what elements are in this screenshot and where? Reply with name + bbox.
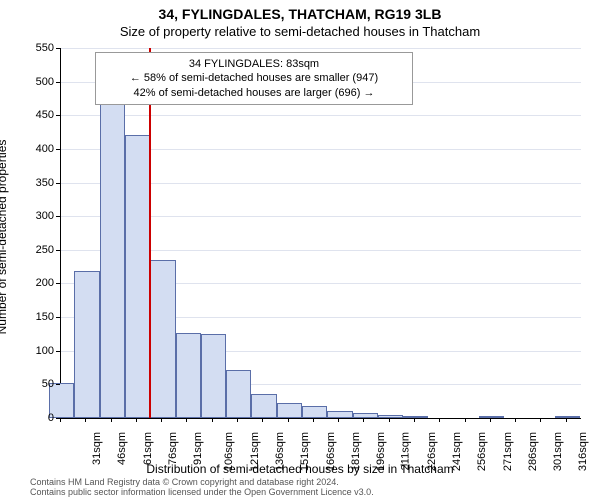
x-tick-label: 31sqm: [91, 432, 103, 465]
x-tick-mark: [338, 418, 339, 422]
histogram-bar: [176, 333, 201, 418]
x-tick-mark: [262, 418, 263, 422]
x-tick-mark: [389, 418, 390, 422]
x-tick-label: 46sqm: [116, 432, 128, 465]
x-tick-mark: [161, 418, 162, 422]
legend-line-larger: 42% of semi-detached houses are larger (…: [104, 86, 404, 100]
histogram-bar: [403, 416, 428, 418]
x-tick-mark: [60, 418, 61, 422]
y-tick-mark: [56, 82, 60, 83]
x-tick-mark: [414, 418, 415, 422]
y-tick-label: 0: [14, 412, 54, 424]
y-axis-label: Number of semi-detached properties: [0, 140, 9, 335]
histogram-bar: [555, 416, 580, 418]
y-tick-mark: [56, 283, 60, 284]
x-tick-mark: [85, 418, 86, 422]
x-tick-mark: [566, 418, 567, 422]
x-tick-mark: [212, 418, 213, 422]
y-tick-mark: [56, 351, 60, 352]
y-tick-mark: [56, 48, 60, 49]
gridline: [61, 115, 581, 116]
y-tick-label: 50: [14, 378, 54, 390]
histogram-bar: [150, 260, 175, 418]
x-tick-mark: [186, 418, 187, 422]
histogram-chart: 34, FYLINGDALES, THATCHAM, RG19 3LB Size…: [0, 0, 600, 500]
histogram-bar: [125, 135, 150, 418]
x-tick-mark: [111, 418, 112, 422]
x-tick-mark: [540, 418, 541, 422]
gridline: [61, 48, 581, 49]
y-tick-label: 200: [14, 277, 54, 289]
y-tick-mark: [56, 250, 60, 251]
y-tick-label: 500: [14, 76, 54, 88]
histogram-bar: [302, 406, 327, 418]
y-tick-label: 350: [14, 177, 54, 189]
chart-title-main: 34, FYLINGDALES, THATCHAM, RG19 3LB: [0, 6, 600, 22]
x-tick-label: 61sqm: [142, 432, 154, 465]
y-tick-label: 150: [14, 311, 54, 323]
y-tick-mark: [56, 149, 60, 150]
y-tick-mark: [56, 115, 60, 116]
y-tick-label: 250: [14, 244, 54, 256]
footer-line2: Contains public sector information licen…: [30, 488, 374, 498]
y-tick-label: 300: [14, 210, 54, 222]
histogram-bar: [378, 415, 403, 418]
y-tick-mark: [56, 183, 60, 184]
chart-title-sub: Size of property relative to semi-detach…: [0, 24, 600, 39]
x-tick-label: 76sqm: [167, 432, 179, 465]
histogram-bar: [327, 411, 352, 418]
x-tick-mark: [465, 418, 466, 422]
x-tick-mark: [439, 418, 440, 422]
histogram-bar: [251, 394, 276, 418]
histogram-bar: [100, 86, 125, 418]
x-tick-mark: [490, 418, 491, 422]
x-tick-mark: [313, 418, 314, 422]
y-tick-label: 100: [14, 345, 54, 357]
legend-line-smaller: ← 58% of semi-detached houses are smalle…: [104, 71, 404, 85]
x-tick-mark: [363, 418, 364, 422]
x-tick-mark: [237, 418, 238, 422]
histogram-bar: [226, 370, 251, 418]
histogram-bar: [74, 271, 99, 418]
y-tick-mark: [56, 384, 60, 385]
histogram-bar: [277, 403, 302, 418]
legend-box: 34 FYLINGDALES: 83sqm ← 58% of semi-deta…: [95, 52, 413, 105]
y-tick-mark: [56, 317, 60, 318]
legend-line-property: 34 FYLINGDALES: 83sqm: [104, 57, 404, 71]
histogram-bar: [479, 416, 504, 418]
histogram-bar: [353, 413, 378, 418]
y-tick-label: 450: [14, 109, 54, 121]
x-tick-mark: [515, 418, 516, 422]
histogram-bar: [201, 334, 226, 418]
y-tick-label: 400: [14, 143, 54, 155]
y-tick-mark: [56, 216, 60, 217]
footer-attribution: Contains HM Land Registry data © Crown c…: [30, 478, 374, 498]
x-tick-mark: [136, 418, 137, 422]
x-tick-label: 91sqm: [192, 432, 204, 465]
x-axis-label: Distribution of semi-detached houses by …: [0, 462, 600, 476]
y-tick-label: 550: [14, 42, 54, 54]
x-tick-mark: [288, 418, 289, 422]
